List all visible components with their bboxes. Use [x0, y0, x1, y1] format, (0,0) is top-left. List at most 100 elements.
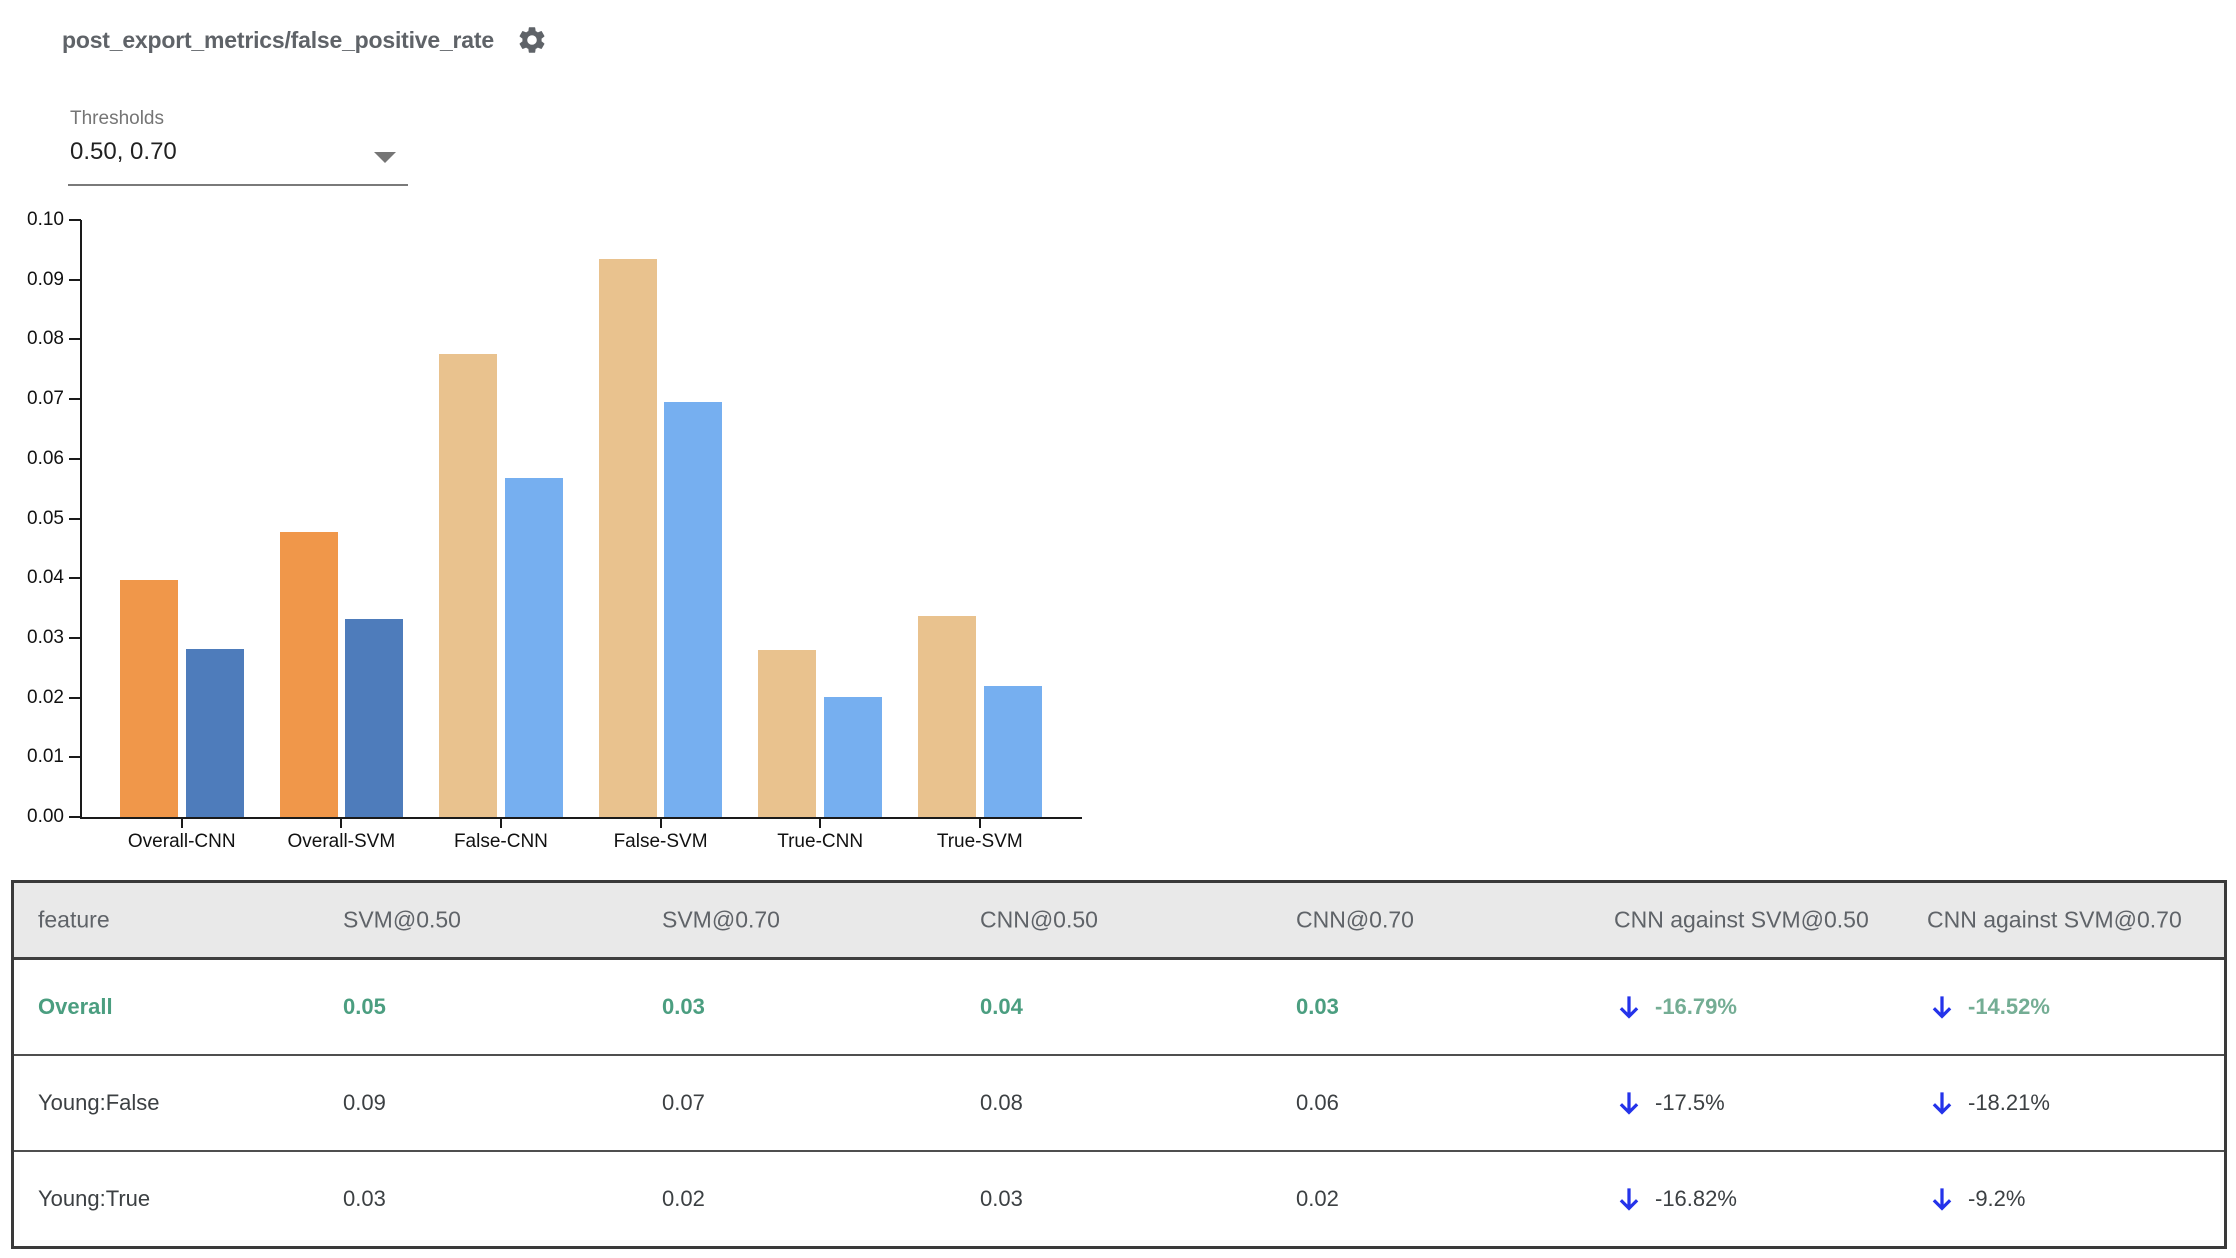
column-header-svm-070: SVM@0.70	[662, 906, 780, 933]
delta-cell: -9.2%	[1927, 1184, 2025, 1214]
column-header-cnn-vs-svm-070: CNN against SVM@0.70	[1927, 906, 2182, 933]
delta-cell: -16.79%	[1614, 992, 1737, 1022]
x-axis-tick	[340, 819, 343, 828]
settings-gear-icon[interactable]	[516, 24, 548, 56]
delta-cell: -14.52%	[1927, 992, 2050, 1022]
value-cell: 0.03	[980, 1186, 1023, 1211]
column-header-svm-050: SVM@0.50	[343, 906, 461, 933]
value-cell: 0.03	[662, 994, 705, 1019]
y-axis-tick	[69, 636, 81, 639]
x-axis-category-label: True-SVM	[936, 831, 1023, 852]
value-cell: 0.02	[1296, 1186, 1339, 1211]
thresholds-select[interactable]: Thresholds 0.50, 0.70	[68, 108, 410, 186]
x-axis-tick	[180, 819, 183, 828]
value-cell: 0.03	[343, 1186, 386, 1211]
column-header-cnn-050: CNN@0.50	[980, 906, 1098, 933]
x-axis-category-label: Overall-CNN	[127, 831, 236, 852]
chart-plot-area: 0.00 0.01 0.02 0.03 0.04 0.05 0.06 0.07 0.08 0.09…	[27, 209, 1082, 852]
y-axis-tick	[69, 278, 81, 281]
x-axis-tick	[659, 819, 662, 828]
y-axis-tick	[69, 398, 81, 401]
false-positive-rate-bar-chart: 0.00 0.01 0.02 0.03 0.04 0.05 0.06 0.07 0.08 0.09…	[27, 209, 1082, 852]
table-header-row: feature SVM@0.50 SVM@0.70 CNN@0.50 CNN@0…	[14, 883, 2224, 960]
chart-bar-True-CNN-threshold-0.50[interactable]	[758, 649, 817, 817]
value-cell: 0.02	[662, 1186, 705, 1211]
chart-bar-True-SVM-threshold-0.50[interactable]	[918, 616, 976, 817]
table-row-overall: Overall 0.05 0.03 0.04 0.03 -16.79% -14.…	[14, 960, 2224, 1056]
chart-bar-True-SVM-threshold-0.70[interactable]	[983, 686, 1042, 817]
x-axis-tick	[819, 819, 822, 828]
y-axis-tick	[69, 338, 81, 341]
delta-value: -16.82%	[1655, 1186, 1737, 1211]
y-axis-tick	[69, 517, 81, 520]
table-row-young-false: Young:False 0.09 0.07 0.08 0.06 -17.5% -…	[14, 1056, 2224, 1152]
feature-cell: Young:True	[38, 1186, 151, 1211]
value-cell: 0.08	[980, 1090, 1023, 1115]
y-axis-tick-label: 0.05	[27, 507, 64, 529]
y-axis-tick-label: 0.03	[27, 626, 64, 648]
value-cell: 0.03	[1296, 994, 1339, 1019]
chart-bar-Overall-CNN-threshold-0.70[interactable]	[185, 648, 244, 817]
column-header-feature: feature	[38, 906, 110, 933]
delta-cell: -17.5%	[1614, 1088, 1725, 1118]
y-axis-tick-label: 0.10	[27, 209, 64, 230]
chart-bar-False-SVM-threshold-0.70[interactable]	[664, 402, 723, 817]
delta-value: -9.2%	[1968, 1186, 2026, 1211]
x-axis-category-label: False-CNN	[453, 831, 548, 852]
y-axis-tick-label: 0.02	[27, 686, 64, 708]
dropdown-arrow-icon[interactable]	[374, 152, 396, 163]
down-arrow-icon	[1619, 1092, 1639, 1115]
thresholds-underline	[68, 184, 408, 186]
delta-value: -16.79%	[1655, 994, 1737, 1019]
delta-value: -18.21%	[1968, 1090, 2050, 1115]
chart-bar-False-CNN-threshold-0.70[interactable]	[504, 477, 563, 817]
chart-bar-True-CNN-threshold-0.70[interactable]	[823, 697, 882, 817]
down-arrow-icon	[1932, 1188, 1952, 1211]
y-axis-tick-label: 0.04	[27, 567, 64, 589]
down-arrow-icon	[1932, 1092, 1952, 1115]
y-axis-tick-label: 0.01	[27, 746, 64, 768]
thresholds-value: 0.50, 0.70	[70, 138, 177, 165]
feature-cell: Overall	[38, 994, 113, 1019]
value-cell: 0.09	[343, 1090, 386, 1115]
y-axis-tick-label: 0.09	[27, 268, 64, 290]
y-axis-tick-label: 0.00	[27, 806, 64, 827]
y-axis-tick	[69, 219, 81, 221]
y-axis-tick	[69, 816, 81, 818]
x-axis-line	[80, 817, 1082, 819]
x-axis-category-label: True-CNN	[777, 831, 864, 852]
feature-cell: Young:False	[38, 1090, 160, 1115]
chart-bar-Overall-CNN-threshold-0.50[interactable]	[120, 580, 178, 817]
x-axis-category-label: Overall-SVM	[287, 831, 396, 852]
down-arrow-icon	[1619, 996, 1639, 1019]
panel-header: post_export_metrics/false_positive_rate	[62, 24, 548, 56]
column-header-cnn-vs-svm-050: CNN against SVM@0.50	[1614, 906, 1869, 933]
column-header-cnn-070: CNN@0.70	[1296, 906, 1414, 933]
value-cell: 0.07	[662, 1090, 705, 1115]
value-cell: 0.06	[1296, 1090, 1339, 1115]
y-axis-tick	[69, 696, 81, 699]
y-axis-tick	[69, 577, 81, 580]
value-cell: 0.04	[980, 994, 1023, 1019]
page-title: post_export_metrics/false_positive_rate	[62, 26, 494, 53]
delta-value: -14.52%	[1968, 994, 2050, 1019]
chart-bar-Overall-SVM-threshold-0.70[interactable]	[345, 619, 404, 817]
y-axis-line	[80, 220, 82, 819]
thresholds-label: Thresholds	[70, 108, 164, 129]
x-axis-tick	[499, 819, 502, 828]
y-axis-tick	[69, 756, 81, 759]
chart-bar-False-CNN-threshold-0.50[interactable]	[439, 354, 498, 817]
down-arrow-icon	[1619, 1188, 1639, 1211]
delta-cell: -18.21%	[1927, 1088, 2050, 1118]
y-axis-tick	[69, 457, 81, 460]
y-axis-tick-label: 0.07	[27, 388, 64, 410]
chart-bar-False-SVM-threshold-0.50[interactable]	[598, 259, 657, 817]
down-arrow-icon	[1932, 996, 1952, 1019]
x-axis-category-label: False-SVM	[613, 831, 708, 852]
chart-bar-Overall-SVM-threshold-0.50[interactable]	[279, 531, 338, 817]
delta-value: -17.5%	[1655, 1090, 1725, 1115]
y-axis-tick-label: 0.08	[27, 328, 64, 350]
delta-cell: -16.82%	[1614, 1184, 1737, 1214]
value-cell: 0.05	[343, 994, 386, 1019]
